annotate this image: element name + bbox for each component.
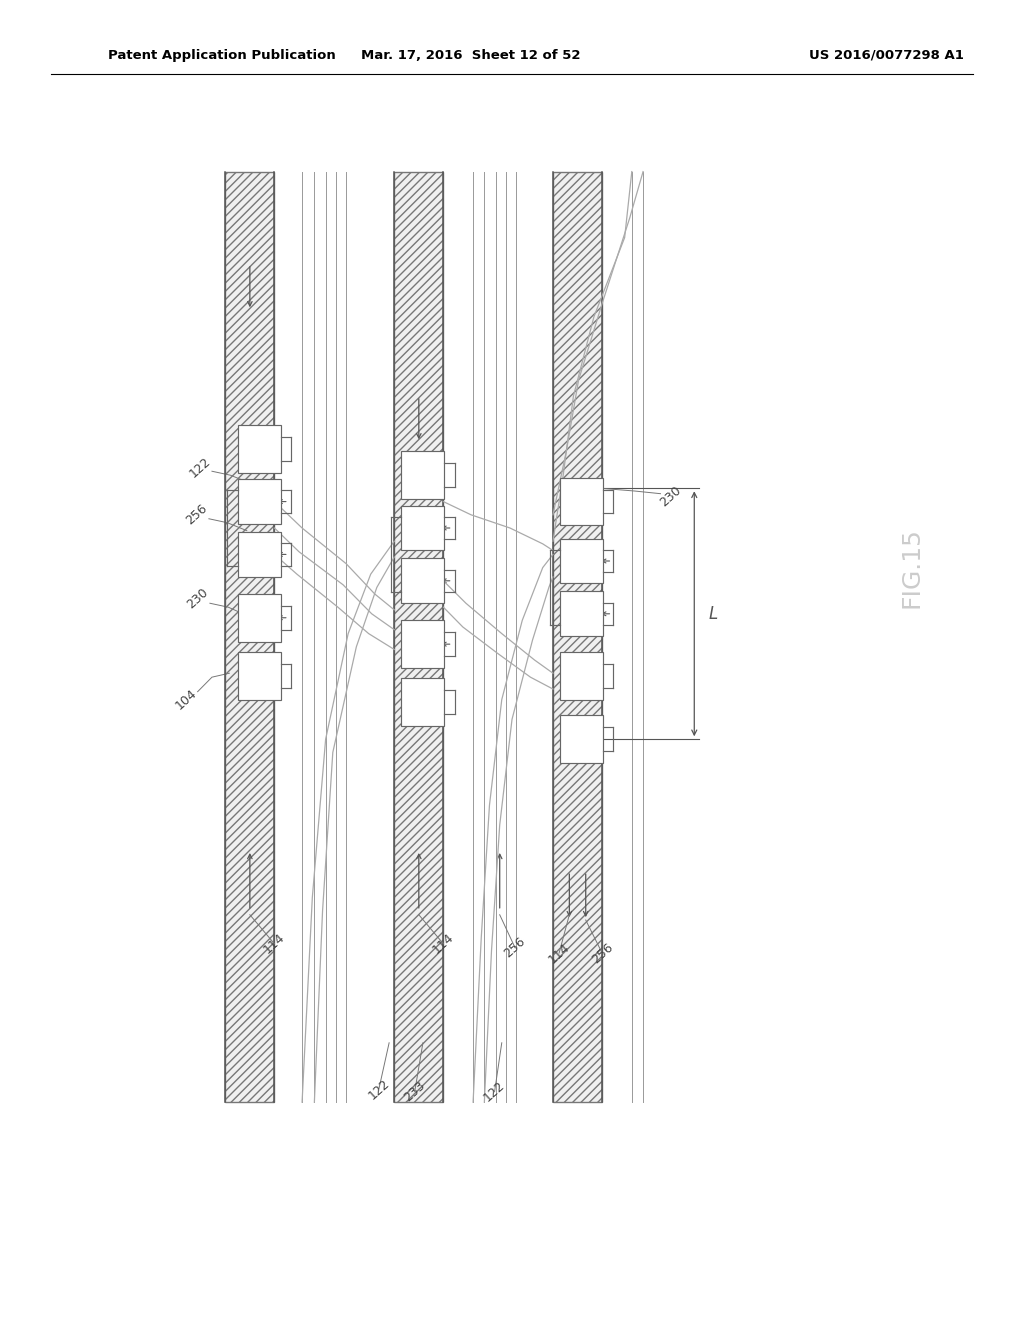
Text: 256: 256 [502, 935, 528, 961]
Text: 122: 122 [481, 1078, 508, 1105]
Bar [238, 425, 281, 473]
Text: 230: 230 [184, 585, 211, 611]
Bar [225, 172, 274, 1102]
Bar [560, 539, 603, 583]
Text: 122: 122 [186, 454, 213, 480]
Text: Mar. 17, 2016  Sheet 12 of 52: Mar. 17, 2016 Sheet 12 of 52 [361, 49, 581, 62]
Bar [238, 532, 281, 577]
Text: 122: 122 [366, 1076, 392, 1102]
Bar [553, 172, 602, 1102]
Bar [560, 715, 603, 763]
Bar [560, 652, 603, 700]
Bar [401, 558, 444, 603]
Text: 114: 114 [430, 931, 457, 957]
Text: 114: 114 [546, 940, 572, 966]
Text: 256: 256 [589, 940, 615, 966]
Bar [238, 594, 281, 642]
Bar [401, 506, 444, 550]
Text: 256: 256 [183, 502, 210, 528]
Text: 114: 114 [261, 931, 288, 957]
Text: 233: 233 [401, 1078, 428, 1105]
Text: L: L [709, 605, 718, 623]
Text: US 2016/0077298 A1: US 2016/0077298 A1 [809, 49, 964, 62]
Bar [560, 478, 603, 525]
Text: 104: 104 [173, 686, 200, 713]
Text: Patent Application Publication: Patent Application Publication [108, 49, 335, 62]
Bar [394, 172, 443, 1102]
Bar [401, 678, 444, 726]
Bar [238, 479, 281, 524]
Bar [238, 652, 281, 700]
Text: FIG.15: FIG.15 [899, 527, 924, 609]
Bar [560, 591, 603, 636]
Bar [401, 620, 444, 668]
Text: 230: 230 [657, 483, 684, 510]
Bar [401, 451, 444, 499]
